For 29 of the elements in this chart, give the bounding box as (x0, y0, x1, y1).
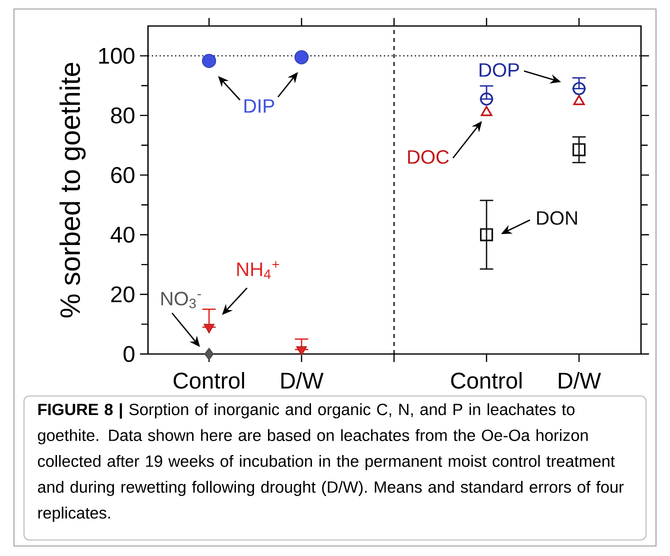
text: DIP (244, 99, 274, 113)
point (480, 92, 494, 106)
y-tick-label: 80 (111, 107, 134, 124)
point (572, 82, 586, 96)
text: DOC (408, 150, 449, 164)
point (294, 50, 309, 64)
y-tick-label: 60 (111, 167, 134, 184)
point (573, 94, 585, 106)
point (296, 346, 307, 356)
y-tick-label: 40 (110, 226, 134, 243)
point (572, 143, 586, 156)
point (202, 54, 216, 68)
series-label: DOP (480, 63, 519, 77)
y-tick-label: 0 (124, 346, 134, 362)
point (204, 348, 214, 360)
text: DON (537, 211, 577, 225)
y-axis-title: % sorbed to goethite (60, 62, 86, 318)
text: FIGURE 8 | Sorption of inorganic and organic C, N, and P in leachates to goethite. Data shown here are based on leachates from the Oe-Oa horizon collected after 19 weeks of incubation in the permanent moist control treatment and during rewetting following drought (D/W). Means and standard errors of four replicates. (38, 403, 624, 522)
text: NO$_{3}$- (161, 292, 201, 308)
x-tick-label: D/W (281, 372, 324, 389)
point (204, 324, 214, 334)
y-tick-label: 100 (99, 48, 134, 64)
point (480, 106, 492, 116)
text: NH$_{4}$+ (237, 261, 280, 279)
x-tick-label: D/W (558, 372, 601, 389)
x-tick-label: Control (174, 372, 244, 389)
y-tick-label: 20 (111, 286, 134, 302)
point (480, 228, 494, 242)
x-tick-label: Control (451, 372, 522, 389)
